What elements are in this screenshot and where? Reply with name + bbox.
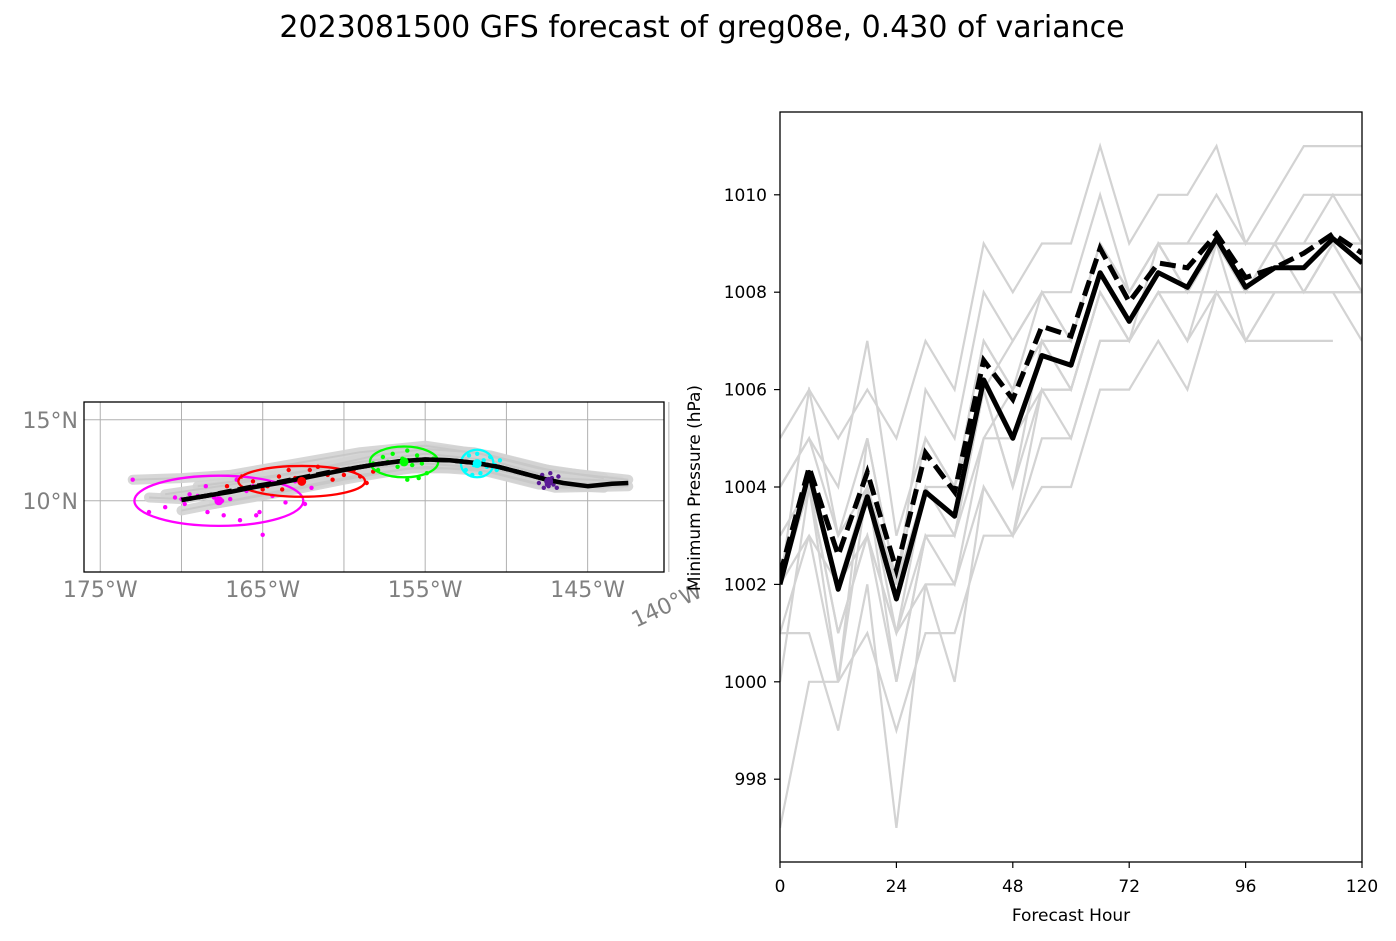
spread-ellipse [133,474,305,528]
ensemble-position-dot [286,467,291,473]
ensemble-position-dot [221,513,226,518]
ensemble-position-dot [146,509,152,515]
ensemble-position-dot [307,467,312,473]
x-tick-label: 0 [775,877,786,897]
ensemble-position-dot [228,496,233,502]
y-axis-label: Minimum Pressure (hPa) [685,385,705,591]
x-tick-label: 96 [1235,877,1257,897]
figure-title: 2023081500 GFS forecast of greg08e, 0.43… [279,10,1125,45]
mean-position-marker [214,496,224,506]
y-tick-label: 1002 [724,575,767,595]
ensemble-position-dot [481,458,486,463]
ensemble-position-dot [414,453,420,458]
ensemble-position-dot [419,461,425,466]
ensemble-position-dot [541,485,546,490]
pressure-axis-ticks: 0 24 48 72 96 120 998 1000 1002 1004 1006 1008 1010 [724,186,1378,897]
ensemble-position-dot [205,509,210,515]
ensemble-position-dot [410,462,415,468]
pressure-chart: 0 24 48 72 96 120998100010021004100610081010 … [685,111,1378,926]
ensemble-position-dot [309,485,314,490]
x-tick-label: 72 [1118,877,1140,897]
ensemble-position-dot [130,477,135,482]
map-lon-tick-label: 175°W [63,578,138,603]
ensemble-position-dot [276,474,282,479]
mean-position-marker [399,457,409,467]
ensemble-position-dot [466,453,472,458]
ensemble-position-dot [254,513,259,518]
map-content [127,440,634,537]
y-tick-label: 1000 [724,673,767,693]
ensemble-position-dot [257,509,262,515]
ensemble-position-dot [260,532,265,537]
x-axis-label: Forecast Hour [1012,906,1130,926]
y-tick-label: 1008 [724,283,767,303]
ensemble-position-dot [224,484,230,489]
map-frame [83,401,665,573]
ensemble-position-dot [395,464,400,469]
ensemble-position-dot [405,448,410,453]
x-tick-label: 120 [1346,877,1378,897]
ensemble-position-dot [163,505,168,510]
ensemble-position-dot [475,451,480,456]
y-tick-label: 1010 [724,186,767,206]
ensemble-position-dot [390,451,395,456]
map-lon-tick-label: 155°W [388,578,463,603]
ensemble-position-dot [172,495,178,500]
x-tick-label: 48 [1002,877,1024,897]
ensemble-position-dot [548,471,553,476]
spread-ellipse [237,464,367,498]
comparison-pressure-line [780,229,1362,580]
ensemble-position-dot [556,474,561,479]
pressure-series [780,142,1362,829]
map-lon-tick-label: 145°W [550,578,625,603]
ensemble-position-dot [182,501,187,507]
ensemble-pressure-line [780,241,1362,683]
y-tick-label: 998 [735,770,767,790]
ensemble-position-dot [260,487,265,492]
ensemble-pressure-line [780,291,1362,829]
ensemble-position-dot [380,454,386,460]
map-lon-tick-label: 165°W [225,578,300,603]
ensemble-position-dot [405,477,410,482]
ensemble-position-dot [341,472,347,478]
y-tick-label: 1006 [724,381,767,401]
mean-position-marker [544,476,554,486]
ensemble-position-dot [330,477,335,482]
ensemble-pressure-line [780,289,1333,829]
x-tick-label: 24 [886,877,908,897]
ensemble-pressure-line [780,289,1362,682]
y-tick-label: 1004 [724,478,767,498]
map-lat-tick-label: 10°N [23,490,78,515]
ensemble-position-dot [280,487,285,492]
ensemble-position-dot [283,500,288,505]
map-lat-tick-label: 15°N [23,409,78,434]
ensemble-position-dot [554,485,559,490]
ensemble-position-dot [203,484,208,489]
comparison-track-line [181,457,548,503]
mean-position-marker [472,459,482,469]
ensemble-position-dot [497,458,503,463]
ensemble-position-dot [536,480,542,486]
ensemble-position-dot [237,518,243,523]
ensemble-position-dot [250,479,256,484]
ensemble-pressure-line [780,240,1362,682]
mean-pressure-line [780,236,1362,602]
mean-position-marker [297,476,307,486]
ensemble-position-dot [187,492,192,497]
ensemble-position-dot [478,471,483,476]
